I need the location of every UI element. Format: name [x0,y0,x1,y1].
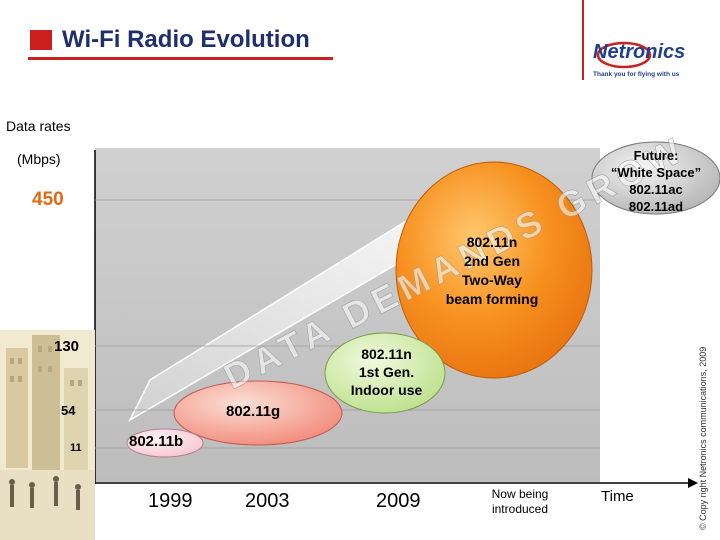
bubble-label-future: Future: “White Space” 802.11ac 802.11ad [592,147,720,215]
y-tick-label: 11 [70,442,82,454]
x-axis-title: Time [601,488,634,505]
y-tick-label: 450 [32,189,64,210]
bubble-label-80211n-1st-gen: 802.11n 1st Gen. Indoor use [334,345,439,399]
y-tick-label: 54 [61,403,76,418]
y-axis-unit: (Mbps) [17,151,61,167]
bubble-label-80211n-2nd-gen: 802.11n 2nd Gen Two-Way beam forming [432,233,552,309]
bubble-80211b [126,428,204,458]
logo-tagline-text: Thank you for flying with us [593,71,680,78]
bubble-80211n-2nd-gen [395,161,593,379]
netronics-logo-mark: Netronics Thank you for flying with us [593,41,685,78]
netronics-logo: Netronics Thank you for flying with us [582,0,685,80]
bubble-line: 802.11ad [628,199,684,214]
bubble-line: 802.11n [361,346,412,362]
future-bubble [591,141,720,215]
bubble-80211n-1st-gen [324,332,446,414]
title-bullet [30,30,52,50]
city-skyline-image [0,330,95,540]
y-tick-label: 130 [54,338,80,355]
bubble-line: Two-Way [462,272,522,288]
bubble-line: “White Space” [610,165,702,180]
bubble-line: Indoor use [350,382,423,398]
bubble-line: 802.11ac [629,182,683,197]
x-tick-label: 1999 [148,490,193,512]
copyright-notice: © Copy right Netronics communications, 2… [698,346,708,530]
title-underline [28,57,333,60]
page-title: Wi-Fi Radio Evolution [62,26,310,53]
x-tick-label: Now being introduced [491,487,549,516]
x-axis-arrow [688,478,698,488]
bubble-line: 2nd Gen [463,253,520,269]
bubble-line: Future: [633,148,679,163]
bubble-line: 1st Gen. [358,364,415,380]
y-axis-title: Data rates [6,118,71,134]
logo-brand-text: Netronics [593,41,685,63]
bubble-80211g [173,380,343,446]
bubble-label-80211g: 802.11g [226,403,281,420]
bubble-line: beam forming [445,291,539,307]
x-tick-label: 2009 [376,490,421,512]
bubble-line: 802.11n [466,234,518,250]
bubble-label-80211b: 802.11b [129,433,184,450]
x-tick-label: 2003 [245,490,290,512]
